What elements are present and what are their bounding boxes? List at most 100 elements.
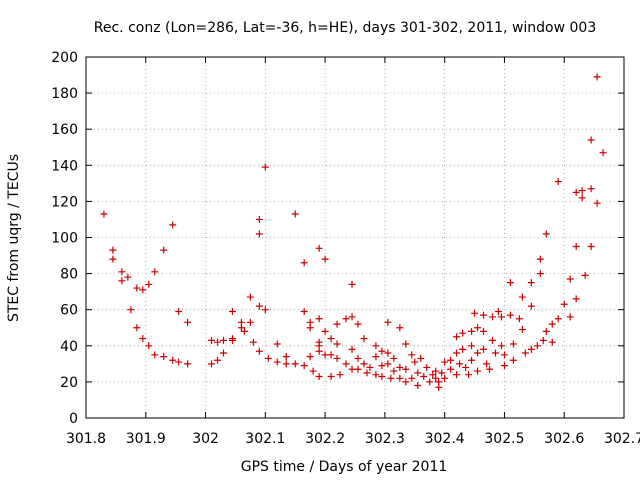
y-tick-labels: 0 20 40 60 80 100 120 140 160 180 200 (51, 50, 78, 427)
data-point (572, 295, 580, 303)
data-point (488, 336, 496, 344)
data-point (500, 351, 508, 359)
data-point (348, 313, 356, 321)
data-point (539, 336, 547, 344)
data-point (208, 336, 216, 344)
data-point (480, 311, 488, 319)
data-point (396, 363, 404, 371)
data-point (441, 358, 449, 366)
data-point (396, 324, 404, 332)
data-point (506, 311, 514, 319)
data-point (255, 302, 263, 310)
data-point (429, 371, 437, 379)
data-point (587, 185, 595, 193)
data-point (169, 221, 177, 229)
data-point (228, 336, 236, 344)
data-point (160, 246, 168, 254)
data-point (145, 342, 153, 350)
data-point (471, 309, 479, 317)
data-point (321, 351, 329, 359)
data-point (560, 300, 568, 308)
data-point (342, 360, 350, 368)
y-tick-label: 0 (69, 411, 78, 427)
data-point (465, 371, 473, 379)
data-point (348, 280, 356, 288)
data-point (372, 353, 380, 361)
data-point (306, 324, 314, 332)
data-point (363, 369, 371, 377)
data-point (139, 335, 147, 343)
data-point (378, 372, 386, 380)
data-point (219, 349, 227, 357)
data-point (321, 327, 329, 335)
data-point (118, 268, 126, 276)
data-point (184, 318, 192, 326)
data-point (333, 340, 341, 348)
data-point (468, 356, 476, 364)
data-point (372, 371, 380, 379)
data-point (402, 340, 410, 348)
x-tick-label: 302.3 (365, 431, 405, 447)
data-point (246, 293, 254, 301)
data-point (360, 335, 368, 343)
data-point (554, 315, 562, 323)
data-point (261, 306, 269, 314)
data-point (578, 194, 586, 202)
data-point (237, 324, 245, 332)
data-point (411, 358, 419, 366)
data-point (518, 293, 526, 301)
data-point (527, 279, 535, 287)
data-point (480, 345, 488, 353)
data-point (169, 356, 177, 364)
data-point (273, 358, 281, 366)
data-point (315, 347, 323, 355)
data-point (372, 342, 380, 350)
data-point (474, 349, 482, 357)
x-tick-labels: 301.8 301.9 302 302.1 302.2 302.3 302.4 302.5 30… (66, 431, 640, 447)
axis-ticks (85, 56, 625, 419)
data-point (491, 349, 499, 357)
data-point (462, 363, 470, 371)
data-point (521, 349, 529, 357)
data-point (566, 313, 574, 321)
data-point (486, 365, 493, 373)
data-point (408, 374, 416, 382)
y-tick-label: 80 (60, 267, 78, 283)
data-point (246, 318, 254, 326)
x-tick-label: 301.9 (126, 431, 166, 447)
data-point (587, 243, 595, 251)
data-point (447, 365, 455, 373)
data-point (255, 347, 263, 355)
data-point (417, 354, 425, 362)
data-point (118, 277, 126, 285)
data-point (500, 362, 508, 370)
y-tick-label: 180 (51, 86, 78, 102)
x-tick-label: 302.5 (484, 431, 524, 447)
data-point (542, 230, 550, 238)
data-point (456, 360, 464, 368)
x-tick-label: 302.4 (425, 431, 465, 447)
data-point (453, 349, 461, 357)
data-point (408, 351, 416, 359)
data-point (214, 338, 222, 346)
data-point (336, 371, 344, 379)
data-point (300, 362, 308, 370)
data-point (593, 73, 601, 81)
y-tick-label: 60 (60, 303, 78, 319)
data-point (348, 345, 356, 353)
data-point (327, 335, 335, 343)
data-point (581, 271, 589, 279)
data-point (249, 338, 257, 346)
data-point (578, 187, 586, 195)
data-point (548, 338, 556, 346)
data-point (133, 284, 141, 292)
data-point (354, 365, 362, 373)
data-point (396, 374, 404, 382)
data-point (366, 363, 374, 371)
data-point (509, 356, 517, 364)
data-point (354, 354, 362, 362)
data-point (402, 378, 410, 386)
y-tick-label: 100 (51, 231, 78, 247)
data-point (261, 163, 269, 171)
